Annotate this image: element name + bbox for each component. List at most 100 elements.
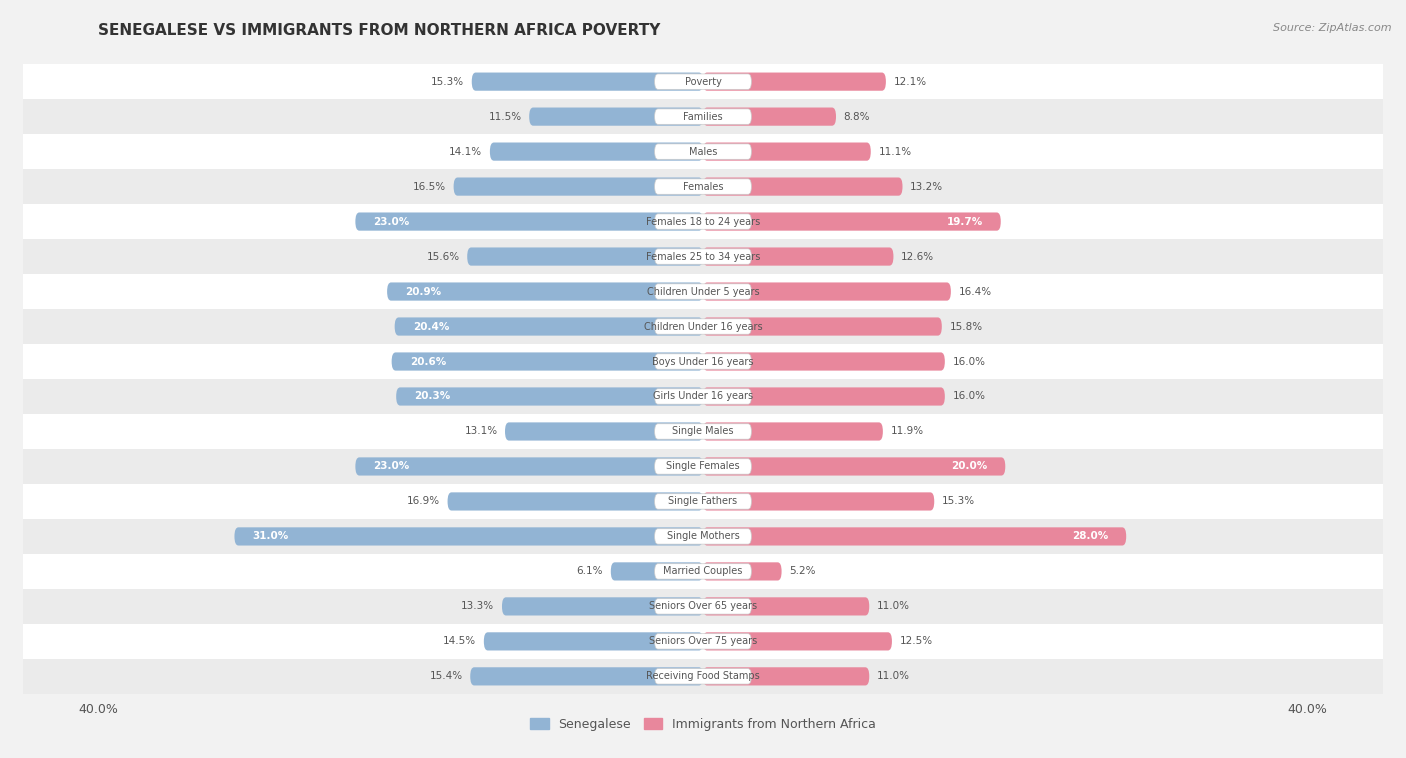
FancyBboxPatch shape — [505, 422, 703, 440]
FancyBboxPatch shape — [470, 667, 703, 685]
Text: SENEGALESE VS IMMIGRANTS FROM NORTHERN AFRICA POVERTY: SENEGALESE VS IMMIGRANTS FROM NORTHERN A… — [98, 23, 661, 38]
Text: 13.2%: 13.2% — [910, 182, 943, 192]
Text: 11.1%: 11.1% — [879, 146, 911, 157]
FancyBboxPatch shape — [703, 73, 886, 91]
Text: 11.9%: 11.9% — [890, 427, 924, 437]
FancyBboxPatch shape — [655, 459, 751, 475]
Text: Boys Under 16 years: Boys Under 16 years — [652, 356, 754, 367]
FancyBboxPatch shape — [655, 493, 751, 509]
Text: Seniors Over 65 years: Seniors Over 65 years — [650, 601, 756, 612]
Text: 23.0%: 23.0% — [374, 217, 409, 227]
Text: Males: Males — [689, 146, 717, 157]
Text: Girls Under 16 years: Girls Under 16 years — [652, 391, 754, 402]
FancyBboxPatch shape — [703, 352, 945, 371]
FancyBboxPatch shape — [655, 389, 751, 404]
FancyBboxPatch shape — [655, 214, 751, 229]
FancyBboxPatch shape — [655, 424, 751, 439]
FancyBboxPatch shape — [655, 74, 751, 89]
FancyBboxPatch shape — [655, 669, 751, 684]
FancyBboxPatch shape — [356, 457, 703, 475]
Text: Married Couples: Married Couples — [664, 566, 742, 576]
FancyBboxPatch shape — [447, 493, 703, 511]
FancyBboxPatch shape — [610, 562, 703, 581]
FancyBboxPatch shape — [703, 562, 782, 581]
Text: 19.7%: 19.7% — [946, 217, 983, 227]
Text: 16.0%: 16.0% — [952, 391, 986, 402]
Bar — [22, 344, 1384, 379]
Text: 11.5%: 11.5% — [488, 111, 522, 121]
FancyBboxPatch shape — [467, 247, 703, 265]
FancyBboxPatch shape — [472, 73, 703, 91]
FancyBboxPatch shape — [655, 599, 751, 614]
Bar — [22, 169, 1384, 204]
Text: Children Under 16 years: Children Under 16 years — [644, 321, 762, 331]
Text: 16.4%: 16.4% — [959, 287, 991, 296]
FancyBboxPatch shape — [655, 144, 751, 159]
Text: Single Mothers: Single Mothers — [666, 531, 740, 541]
FancyBboxPatch shape — [703, 422, 883, 440]
FancyBboxPatch shape — [703, 528, 1126, 546]
FancyBboxPatch shape — [703, 283, 950, 301]
Text: 16.5%: 16.5% — [413, 182, 446, 192]
FancyBboxPatch shape — [502, 597, 703, 615]
Text: 16.0%: 16.0% — [952, 356, 986, 367]
FancyBboxPatch shape — [703, 457, 1005, 475]
Text: 20.3%: 20.3% — [415, 391, 450, 402]
Text: 20.4%: 20.4% — [413, 321, 449, 331]
FancyBboxPatch shape — [655, 109, 751, 124]
Text: 15.8%: 15.8% — [949, 321, 983, 331]
Text: 13.1%: 13.1% — [464, 427, 498, 437]
Bar — [22, 239, 1384, 274]
Text: 11.0%: 11.0% — [877, 672, 910, 681]
Bar — [22, 624, 1384, 659]
Text: 31.0%: 31.0% — [253, 531, 288, 541]
Text: 16.9%: 16.9% — [406, 496, 440, 506]
Bar — [22, 99, 1384, 134]
Text: Receiving Food Stamps: Receiving Food Stamps — [647, 672, 759, 681]
FancyBboxPatch shape — [356, 212, 703, 230]
Text: 20.6%: 20.6% — [409, 356, 446, 367]
FancyBboxPatch shape — [703, 143, 870, 161]
Text: Families: Families — [683, 111, 723, 121]
FancyBboxPatch shape — [703, 493, 934, 511]
Text: 15.3%: 15.3% — [432, 77, 464, 86]
Bar — [22, 659, 1384, 694]
Bar — [22, 484, 1384, 519]
Bar — [22, 589, 1384, 624]
FancyBboxPatch shape — [655, 249, 751, 265]
Text: 12.5%: 12.5% — [900, 637, 932, 647]
Bar — [22, 379, 1384, 414]
FancyBboxPatch shape — [703, 597, 869, 615]
Text: 15.4%: 15.4% — [430, 672, 463, 681]
Legend: Senegalese, Immigrants from Northern Africa: Senegalese, Immigrants from Northern Afr… — [524, 713, 882, 736]
Text: Source: ZipAtlas.com: Source: ZipAtlas.com — [1274, 23, 1392, 33]
Bar — [22, 274, 1384, 309]
Text: 20.9%: 20.9% — [405, 287, 441, 296]
Text: 8.8%: 8.8% — [844, 111, 870, 121]
FancyBboxPatch shape — [655, 179, 751, 194]
Text: 12.6%: 12.6% — [901, 252, 934, 262]
FancyBboxPatch shape — [703, 177, 903, 196]
Text: 11.0%: 11.0% — [877, 601, 910, 612]
FancyBboxPatch shape — [655, 634, 751, 649]
Text: Single Fathers: Single Fathers — [668, 496, 738, 506]
Text: Single Females: Single Females — [666, 462, 740, 471]
Text: Females 18 to 24 years: Females 18 to 24 years — [645, 217, 761, 227]
Bar — [22, 64, 1384, 99]
Bar — [22, 519, 1384, 554]
FancyBboxPatch shape — [396, 387, 703, 406]
Text: 20.0%: 20.0% — [950, 462, 987, 471]
FancyBboxPatch shape — [655, 564, 751, 579]
FancyBboxPatch shape — [703, 387, 945, 406]
Text: 15.6%: 15.6% — [426, 252, 460, 262]
Bar — [22, 309, 1384, 344]
Bar — [22, 204, 1384, 239]
FancyBboxPatch shape — [703, 108, 837, 126]
FancyBboxPatch shape — [235, 528, 703, 546]
Bar — [22, 134, 1384, 169]
Text: 6.1%: 6.1% — [576, 566, 603, 576]
FancyBboxPatch shape — [454, 177, 703, 196]
FancyBboxPatch shape — [703, 318, 942, 336]
FancyBboxPatch shape — [703, 667, 869, 685]
Bar — [22, 414, 1384, 449]
